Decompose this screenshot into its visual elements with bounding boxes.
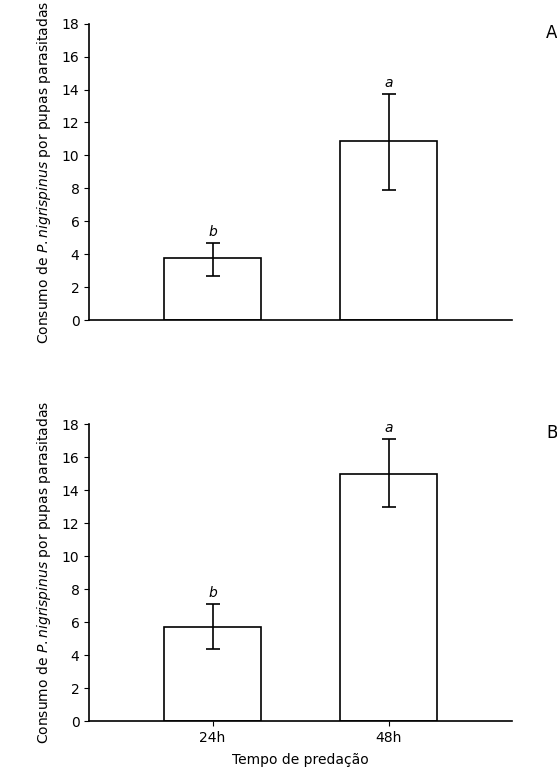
Y-axis label: Consumo de $P. nigrispinus$ por pupas parasitadas: Consumo de $P. nigrispinus$ por pupas pa…: [35, 401, 53, 744]
X-axis label: Tempo de predação: Tempo de predação: [232, 753, 369, 768]
Bar: [164, 258, 261, 321]
Text: A: A: [546, 24, 557, 42]
Bar: [340, 140, 437, 321]
Text: b: b: [208, 586, 217, 600]
Y-axis label: Consumo de $P. nigrispinus$ por pupas parasitadas: Consumo de $P. nigrispinus$ por pupas pa…: [35, 1, 53, 343]
Bar: [340, 474, 437, 721]
Bar: [164, 627, 261, 721]
Text: a: a: [385, 421, 393, 435]
Text: b: b: [208, 225, 217, 239]
Text: a: a: [385, 76, 393, 90]
Text: B: B: [546, 424, 557, 442]
